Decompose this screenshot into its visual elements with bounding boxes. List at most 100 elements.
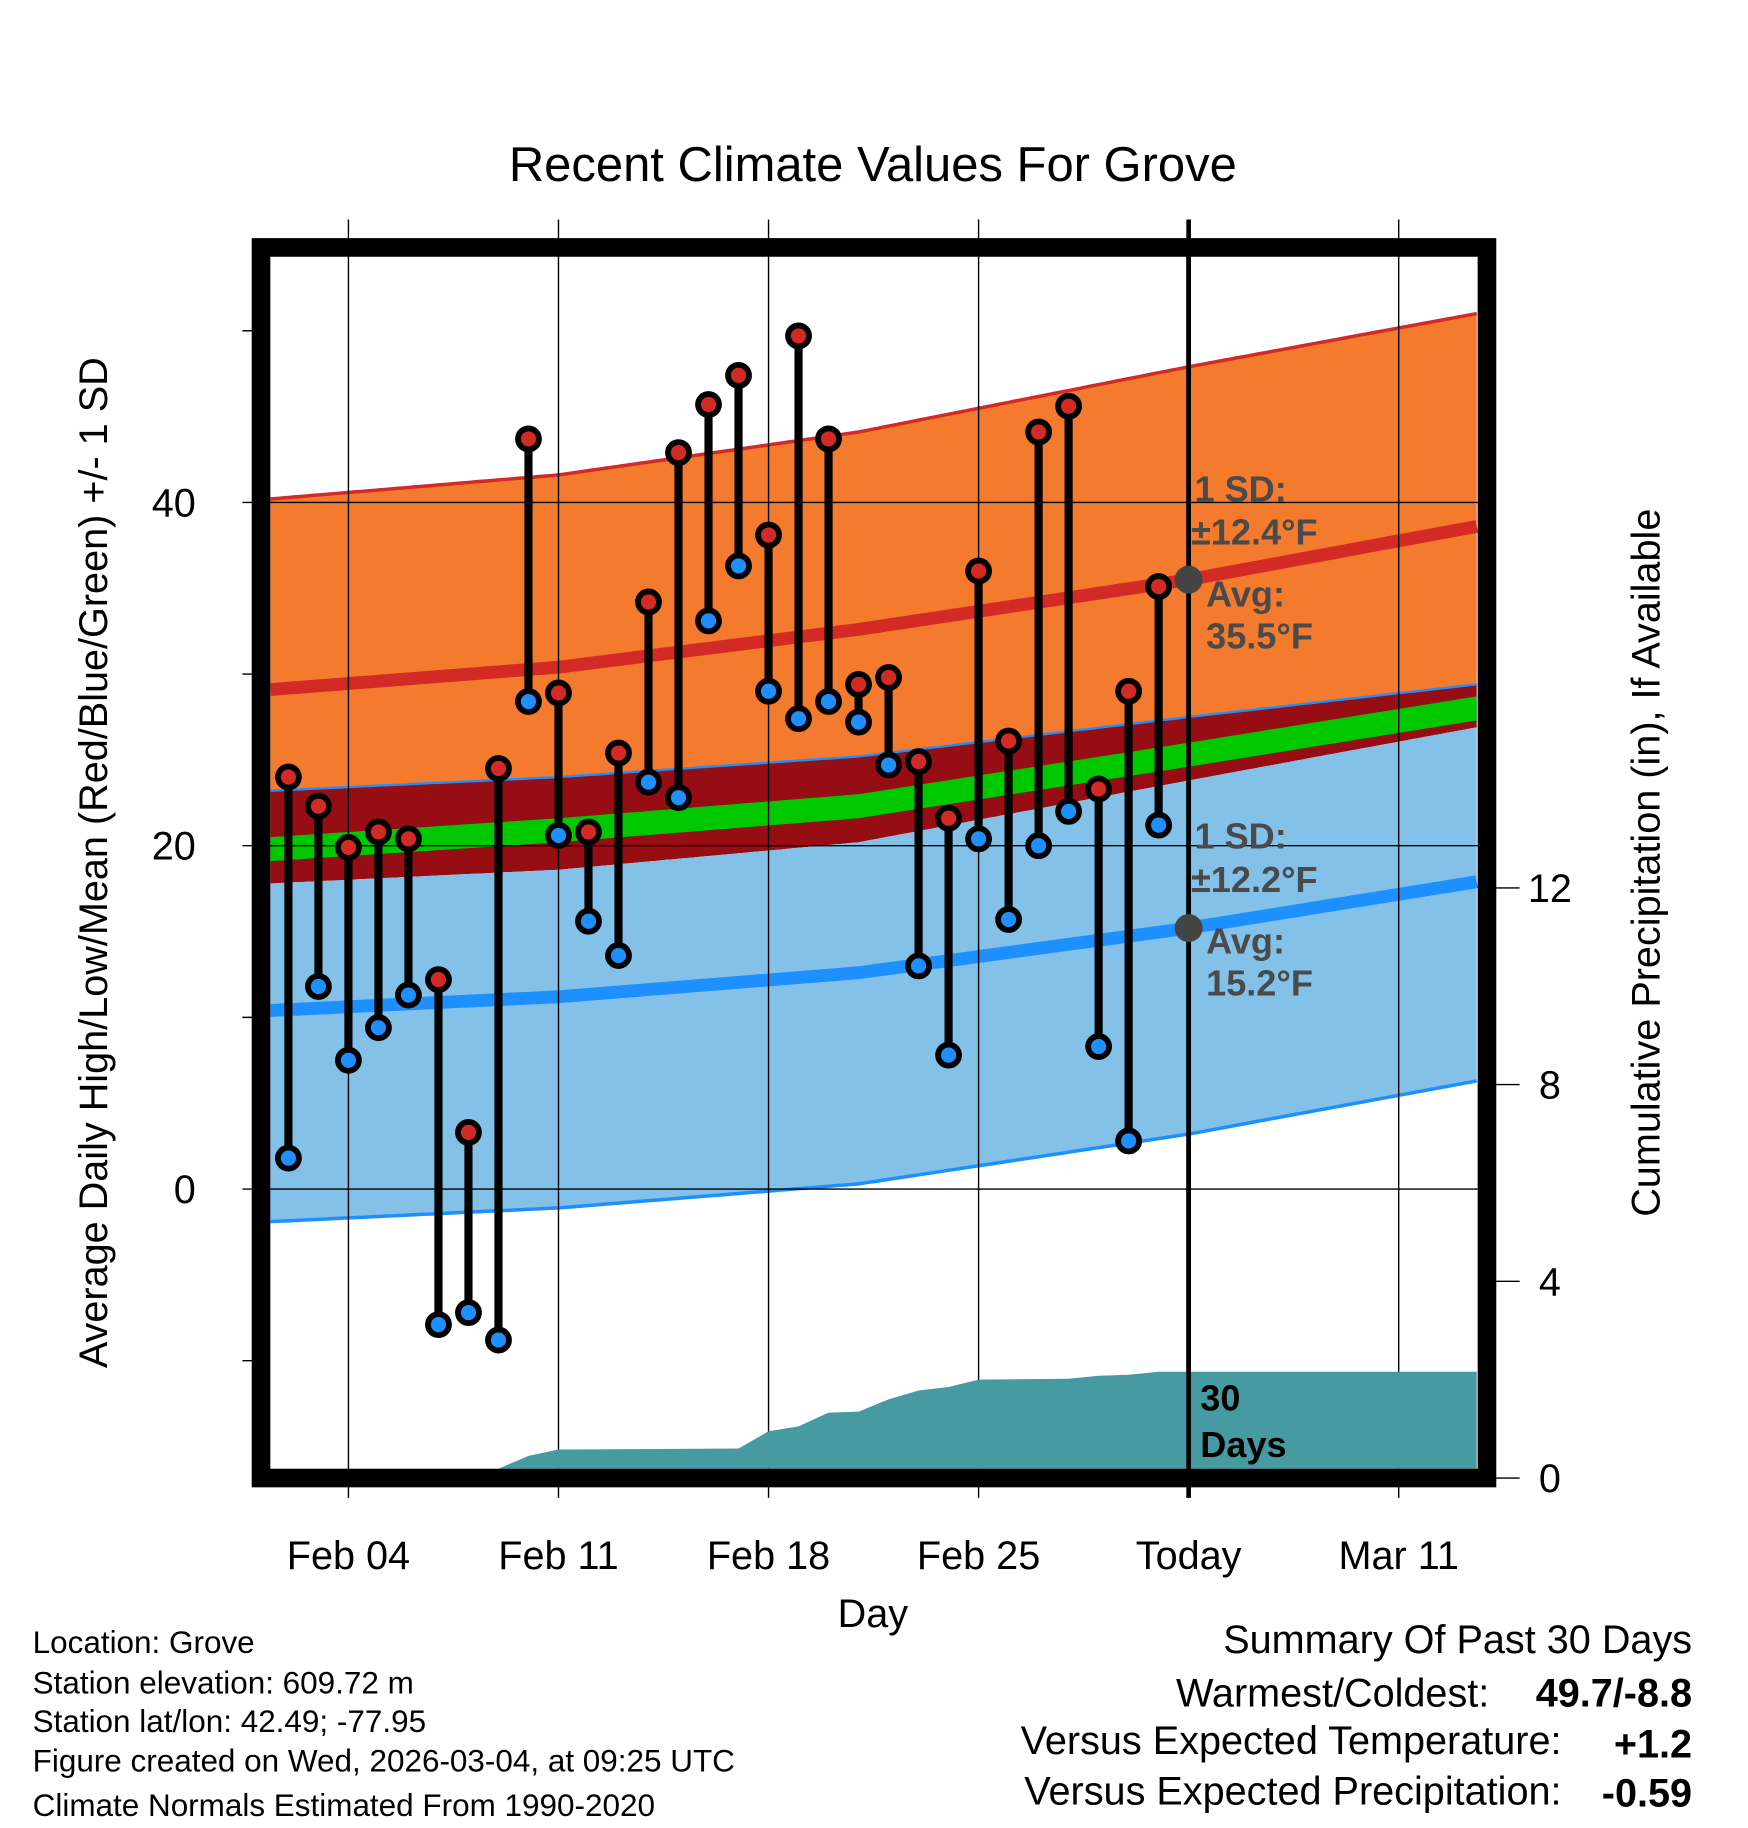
y2-tick-label: 4 [1539, 1260, 1561, 1304]
low-point [875, 751, 902, 779]
precip-fill [270, 1371, 1477, 1469]
low-point [455, 1299, 482, 1327]
low-point [395, 981, 422, 1009]
low-point [575, 907, 602, 935]
high-point [755, 521, 782, 549]
low-point [1085, 1033, 1113, 1060]
high-point [1115, 677, 1143, 705]
low-point [905, 952, 932, 980]
high-upper-line [270, 311, 1478, 501]
low-point [785, 705, 812, 733]
high-point [1025, 418, 1053, 446]
high-point [395, 825, 422, 853]
low-point [305, 973, 332, 1000]
footer-location: Location: Grove [33, 1625, 255, 1660]
low-sd-value: ±12.2°F [1191, 859, 1318, 900]
low-point [335, 1046, 362, 1074]
low-point [1115, 1127, 1143, 1155]
high-point [665, 439, 692, 467]
low-point [695, 607, 722, 635]
low-point [605, 942, 632, 969]
low-avg-value: 15.2°F [1206, 963, 1313, 1004]
x-tick-label: Today [1136, 1534, 1242, 1578]
summary-temp-label: Versus Expected Temperature: [1021, 1719, 1562, 1763]
y2-axis-label: Cumulative Precipitation (in), If Availa… [1624, 509, 1668, 1217]
y-tick-label: 40 [152, 481, 196, 525]
low-sd-label: 1 SD: [1194, 816, 1286, 857]
high-point [815, 425, 842, 453]
summary-title: Summary Of Past 30 Days [1223, 1618, 1692, 1662]
low-point [965, 825, 992, 853]
x-tick-label: Mar 11 [1339, 1534, 1459, 1578]
low-point [815, 688, 842, 715]
precip-days-label: Days [1200, 1424, 1286, 1465]
low-avg-label: Avg: [1206, 921, 1285, 962]
high-lower-line [270, 683, 1477, 792]
high-point [545, 679, 572, 707]
x-tick-label: Feb 11 [498, 1534, 618, 1578]
high-point [965, 557, 992, 585]
summary-precip-label: Versus Expected Precipitation: [1024, 1769, 1561, 1813]
high-point [785, 322, 812, 350]
axes: Feb 04 Feb 11 Feb 18 Feb 25 Today Mar 1102040… [152, 330, 1572, 1578]
footer-latlon: Station lat/lon: 42.49; -77.95 [33, 1704, 426, 1739]
low-point [635, 768, 662, 796]
high-sd-value: ±12.4°F [1191, 512, 1318, 553]
y-axis-label: Average Daily High/Low/Mean (Red/Blue/Gr… [72, 357, 116, 1368]
footer-created: Figure created on Wed, 2026-03-04, at 09… [33, 1744, 735, 1779]
high-avg-value: 35.5°F [1206, 615, 1313, 656]
high-sd-label: 1 SD: [1194, 468, 1286, 509]
footer-normals: Climate Normals Estimated From 1990-2020 [33, 1788, 655, 1823]
x-tick-label: Feb 18 [707, 1534, 830, 1578]
summary-warmest-label: Warmest/Coldest: [1176, 1671, 1489, 1715]
high-point [515, 425, 542, 453]
low-mean-line [270, 875, 1478, 1017]
chart-title: Recent Climate Values For Grove [509, 138, 1237, 192]
daily-bars [275, 322, 1203, 1354]
footer-info: Location: Grove Station elevation: 609.7… [33, 1625, 735, 1823]
high-point [365, 818, 392, 846]
low-point [845, 708, 872, 736]
low-point [515, 688, 542, 715]
low-point [275, 1144, 302, 1172]
low-point [545, 822, 572, 849]
low-point [935, 1041, 962, 1069]
low-point [725, 552, 752, 580]
x-tick-label: Feb 04 [287, 1534, 410, 1578]
high-point [575, 818, 602, 846]
high-point [1085, 775, 1113, 803]
high-point [725, 361, 752, 389]
low-point [365, 1014, 392, 1042]
low-point [995, 906, 1022, 933]
low-point [1145, 811, 1173, 839]
low-point [1055, 797, 1083, 825]
footer-elevation: Station elevation: 609.72 m [33, 1666, 414, 1701]
summary-temp-value: +1.2 [1614, 1723, 1692, 1767]
y2-tick-label: 12 [1528, 867, 1572, 911]
high-point [425, 966, 452, 994]
high-point [905, 748, 932, 776]
summary-box: Summary Of Past 30 Days Warmest/Coldest:… [1021, 1618, 1692, 1816]
precip-area [270, 256, 1477, 1469]
y2-tick-label: 8 [1539, 1064, 1561, 1108]
y-tick-label: 0 [174, 1168, 196, 1212]
y2-tick-label: 0 [1539, 1457, 1561, 1501]
y-tick-label: 20 [152, 825, 196, 869]
precip-days-number: 30 [1200, 1377, 1240, 1418]
high-point [455, 1118, 482, 1146]
high-point [335, 834, 362, 861]
low-point [1025, 832, 1053, 860]
high-avg-label: Avg: [1206, 573, 1285, 614]
high-point [995, 727, 1022, 755]
high-point [935, 804, 962, 832]
summary-warmest-value: 49.7/-8.8 [1536, 1671, 1692, 1715]
high-point [845, 670, 872, 698]
low-point [485, 1326, 512, 1354]
high-point [695, 391, 722, 418]
low-point [665, 784, 692, 812]
annotations: 1 SD: ±12.4°F Avg: 35.5°F 1 SD: ±12.2°F … [1191, 468, 1318, 1465]
low-point [755, 677, 782, 705]
high-point [1145, 573, 1173, 600]
mean-band [270, 696, 1477, 862]
